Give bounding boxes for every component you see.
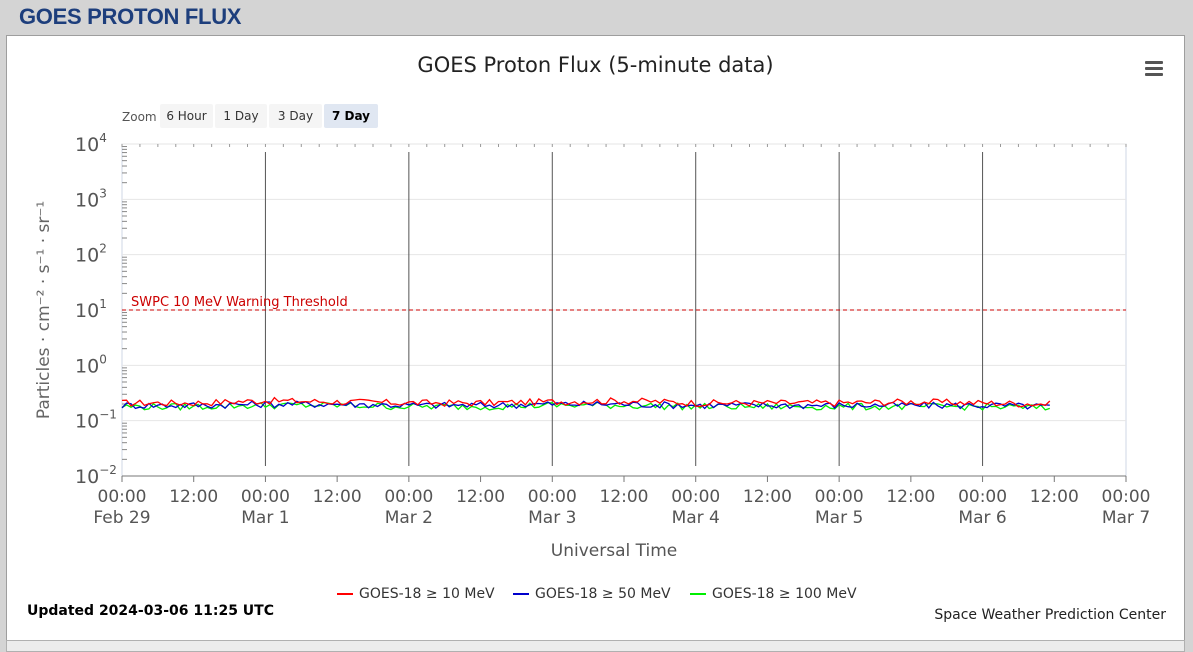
chart-panel: GOES Proton Flux (5-minute data) Zoom 6 …	[6, 35, 1185, 641]
x-tick-date-label: Feb 29	[93, 508, 150, 528]
x-tick-label: 00:00	[1102, 487, 1151, 507]
legend-swatch-red	[337, 593, 353, 595]
zoom-7-day-button[interactable]: 7 Day	[324, 104, 378, 128]
x-tick-label: 12:00	[743, 487, 792, 507]
x-tick-label: 00:00	[815, 487, 864, 507]
chart-title: GOES Proton Flux (5-minute data)	[417, 53, 774, 77]
x-tick-date-label: Mar 1	[241, 508, 289, 528]
page-title: GOES PROTON FLUX	[19, 4, 242, 29]
legend-item-ge100[interactable]: GOES-18 ≥ 100 MeV	[690, 585, 857, 603]
x-tick-date-label: Mar 7	[1102, 508, 1150, 528]
y-tick-label: 104	[75, 131, 107, 156]
y-tick-label: 102	[75, 242, 107, 267]
x-axis-title: Universal Time	[551, 541, 677, 561]
zoom-6-hour-button[interactable]: 6 Hour	[160, 104, 213, 128]
credit-text: Space Weather Prediction Center	[934, 607, 1166, 623]
legend-item-ge10[interactable]: GOES-18 ≥ 10 MeV	[337, 585, 495, 603]
page-header: GOES PROTON FLUX	[0, 0, 1193, 35]
x-tick-date-label: Mar 2	[385, 508, 433, 528]
y-tick-label: 100	[75, 352, 107, 377]
zoom-1-day-button[interactable]: 1 Day	[215, 104, 267, 128]
x-tick-label: 00:00	[528, 487, 577, 507]
y-tick-label: 101	[75, 297, 107, 322]
y-tick-label: 10−2	[75, 463, 117, 488]
legend-swatch-blue	[513, 593, 529, 595]
y-tick-label: 10−1	[75, 408, 117, 433]
y-axis-title: Particles · cm⁻² · s⁻¹ · sr⁻¹	[34, 201, 54, 419]
x-tick-label: 00:00	[958, 487, 1007, 507]
x-tick-label: 12:00	[456, 487, 505, 507]
x-tick-label: 12:00	[600, 487, 649, 507]
x-tick-label: 00:00	[384, 487, 433, 507]
x-tick-label: 00:00	[241, 487, 290, 507]
x-tick-date-label: Mar 3	[528, 508, 576, 528]
legend-label: GOES-18 ≥ 50 MeV	[535, 586, 671, 602]
x-tick-date-label: Mar 4	[672, 508, 720, 528]
x-tick-label: 12:00	[313, 487, 362, 507]
chart-menu-icon[interactable]	[1145, 61, 1163, 77]
x-tick-label: 00:00	[98, 487, 147, 507]
x-tick-label: 12:00	[1030, 487, 1079, 507]
y-tick-label: 103	[75, 186, 107, 211]
x-tick-label: 12:00	[169, 487, 218, 507]
x-tick-date-label: Mar 6	[958, 508, 1006, 528]
x-tick-date-label: Mar 5	[815, 508, 863, 528]
x-tick-label: 12:00	[886, 487, 935, 507]
legend-item-ge50[interactable]: GOES-18 ≥ 50 MeV	[513, 585, 671, 603]
legend-swatch-green	[690, 593, 706, 595]
series-line-ge10	[121, 396, 1051, 408]
threshold-label: SWPC 10 MeV Warning Threshold	[131, 295, 348, 310]
bottom-strip	[6, 640, 1185, 652]
zoom-label: Zoom	[122, 110, 157, 124]
legend-label: GOES-18 ≥ 100 MeV	[712, 586, 857, 602]
zoom-3-day-button[interactable]: 3 Day	[269, 104, 322, 128]
legend-label: GOES-18 ≥ 10 MeV	[359, 586, 495, 602]
updated-timestamp: Updated 2024-03-06 11:25 UTC	[27, 603, 274, 619]
x-tick-label: 00:00	[671, 487, 720, 507]
